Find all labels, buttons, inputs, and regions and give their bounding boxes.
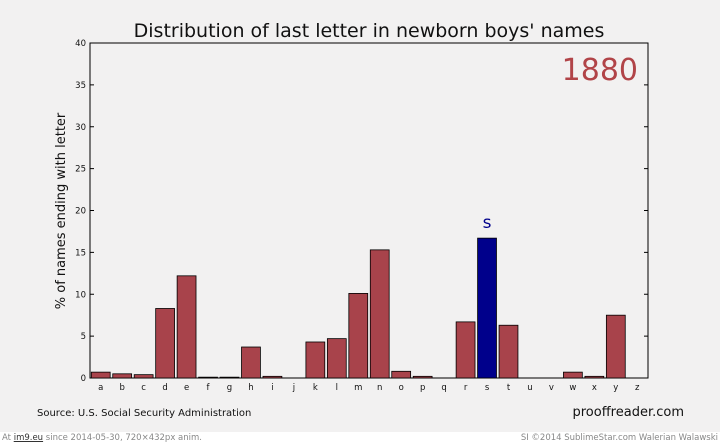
bar-o	[391, 370, 412, 379]
x-tick-label-q: q	[441, 383, 446, 393]
bar-h	[241, 346, 261, 379]
footer-suffix: since 2014-05-30, 720×432px anim.	[43, 433, 203, 443]
y-tick-label: 20	[75, 207, 86, 217]
x-tick-label-s: s	[485, 383, 490, 393]
x-tick-label-b: b	[119, 383, 124, 393]
x-tick-label-g: g	[227, 383, 232, 393]
y-tick-label: 25	[75, 165, 86, 175]
bar-x	[584, 375, 605, 379]
x-tick-label-p: p	[420, 383, 425, 393]
bar-c	[133, 374, 154, 379]
bar-l	[326, 338, 347, 379]
x-tick-label-m: m	[354, 383, 362, 393]
x-tick-label-e: e	[184, 383, 189, 393]
x-tick-label-o: o	[399, 383, 404, 393]
chart-figure: Distribution of last letter in newborn b…	[0, 0, 720, 432]
x-tick-label-w: w	[569, 383, 576, 393]
y-axis-ticks: 0 5 10 15 20 25 30 35 40	[75, 39, 648, 384]
x-tick-label-c: c	[141, 383, 146, 393]
bar-p	[412, 375, 433, 379]
bar-s	[477, 237, 497, 379]
chart-title: Distribution of last letter in newborn b…	[134, 20, 605, 42]
bar-w	[563, 371, 583, 379]
y-tick-label: 10	[75, 290, 86, 300]
chart-canvas: Distribution of last letter in newborn b…	[37, 20, 685, 420]
x-tick-label-d: d	[162, 383, 167, 393]
x-tick-label-j: j	[292, 383, 295, 393]
site-credit: prooffreader.com	[573, 405, 685, 420]
im9-link[interactable]: im9.eu	[13, 433, 44, 443]
bar-m	[348, 293, 369, 379]
footer-left: At im9.eu since 2014-05-30, 720×432px an…	[2, 432, 202, 444]
bar-r	[455, 321, 476, 379]
footer-prefix: At	[2, 433, 14, 443]
bar-n	[369, 249, 390, 379]
x-tick-label-h: h	[248, 383, 253, 393]
y-tick-label: 35	[75, 81, 86, 91]
bar-f	[198, 376, 218, 379]
x-tick-label-z: z	[635, 383, 640, 393]
y-axis-label: % of names ending with letter	[54, 112, 69, 309]
x-tick-label-x: x	[592, 383, 597, 393]
bar-d	[155, 308, 175, 379]
x-tick-label-r: r	[464, 383, 468, 393]
bar-k	[305, 341, 326, 379]
source-note: Source: U.S. Social Security Administrat…	[37, 408, 251, 419]
x-tick-label-a: a	[98, 383, 103, 393]
year-label: 1880	[562, 53, 638, 88]
bar-g	[219, 376, 240, 379]
x-tick-label-i: i	[271, 383, 273, 393]
x-tick-label-v: v	[549, 383, 554, 393]
x-tick-label-y: y	[613, 383, 618, 393]
y-tick-label: 40	[75, 39, 86, 49]
bar-series: s	[90, 213, 626, 379]
footer-copyright: SI ©2014 SublimeStar.com Walerian Walaws…	[520, 433, 718, 443]
x-tick-label-u: u	[527, 383, 532, 393]
y-tick-label: 15	[75, 248, 86, 258]
y-tick-label: 30	[75, 123, 86, 133]
bar-t	[498, 324, 519, 379]
x-tick-label-l: l	[336, 383, 338, 393]
x-axis-ticks: a b c d e f g h i j k l m n o p q r s t u v w x y z	[98, 383, 640, 393]
bar-y	[605, 314, 626, 379]
y-tick-label: 0	[81, 374, 86, 384]
x-tick-label-f: f	[207, 383, 211, 393]
x-tick-label-n: n	[377, 383, 382, 393]
bar-b	[112, 373, 133, 379]
x-tick-label-k: k	[313, 383, 318, 393]
x-tick-label-t: t	[507, 383, 511, 393]
bar-a	[90, 371, 111, 379]
bar-e	[176, 275, 197, 379]
bar-i	[262, 375, 283, 379]
highlight-letter-label: s	[483, 213, 492, 233]
y-tick-label: 5	[81, 332, 86, 342]
page-footer: At im9.eu since 2014-05-30, 720×432px an…	[0, 432, 720, 444]
